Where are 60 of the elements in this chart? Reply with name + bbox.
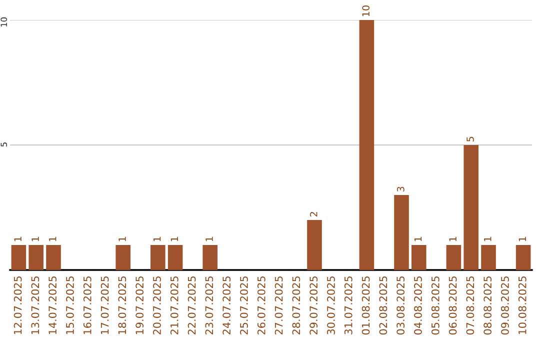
x-tick-label: 05.08.2025 — [431, 276, 440, 335]
data-label: 1 — [414, 236, 422, 242]
x-tick-label: 04.08.2025 — [414, 276, 422, 335]
bar — [307, 220, 322, 270]
x-tick-label: 21.07.2025 — [170, 276, 178, 334]
bar — [394, 195, 409, 270]
x-tick-label: 26.07.2025 — [257, 276, 266, 334]
x-tick-label: 07.08.2025 — [466, 276, 474, 335]
data-label: 10 — [362, 5, 370, 16]
x-tick-label: 31.07.2025 — [344, 276, 352, 334]
x-tick-label: 02.08.2025 — [379, 276, 388, 335]
x-tick-label: 29.07.2025 — [310, 276, 318, 334]
x-tick-label: 20.07.2025 — [153, 276, 161, 334]
x-tick-label: 30.07.2025 — [327, 276, 335, 334]
data-label: 5 — [466, 136, 474, 142]
bar — [28, 245, 44, 270]
bar — [412, 245, 426, 270]
bar — [446, 245, 462, 270]
bar — [168, 245, 183, 270]
bar — [359, 20, 374, 270]
x-tick-label: 19.07.2025 — [136, 276, 144, 334]
data-label: 1 — [484, 236, 492, 242]
data-label: 1 — [449, 236, 456, 242]
bar — [202, 245, 218, 270]
data-label: 1 — [118, 236, 126, 242]
data-label: 3 — [396, 186, 404, 192]
bar — [516, 245, 531, 270]
x-tick-label: 25.07.2025 — [240, 276, 248, 334]
data-label: 1 — [153, 236, 161, 242]
x-tick-label: 13.07.2025 — [31, 276, 40, 334]
x-tick-label: 18.07.2025 — [118, 276, 126, 334]
bar — [150, 245, 166, 270]
data-label: 1 — [14, 236, 22, 242]
x-tick-label: 23.07.2025 — [205, 276, 214, 334]
data-label: 1 — [206, 236, 213, 242]
x-tick-label: 01.08.2025 — [362, 276, 370, 335]
x-tick-label: 08.08.2025 — [484, 276, 492, 335]
bar — [11, 245, 26, 270]
x-tick-label: 03.08.2025 — [396, 276, 405, 335]
x-tick-label: 24.07.2025 — [222, 276, 231, 334]
x-tick-label: 22.07.2025 — [188, 276, 196, 334]
x-tick-label: 16.07.2025 — [83, 276, 92, 334]
bar — [464, 145, 478, 270]
data-label: 2 — [310, 212, 318, 217]
data-label: 1 — [518, 236, 526, 242]
x-tick-label: 10.08.2025 — [518, 276, 526, 334]
bar — [46, 245, 61, 270]
x-tick-label: 17.07.2025 — [100, 276, 109, 334]
bar — [481, 245, 496, 270]
x-tick-label: 12.07.2025 — [14, 276, 22, 334]
x-tick-label: 28.07.2025 — [292, 276, 300, 334]
x-tick-label: 14.07.2025 — [48, 276, 57, 334]
x-tick-label: 09.08.2025 — [501, 276, 509, 335]
bar — [116, 245, 130, 270]
data-label: 1 — [170, 236, 178, 242]
x-tick-label: 15.07.2025 — [66, 276, 74, 334]
data-label: 1 — [49, 236, 56, 242]
x-tick-label: 06.08.2025 — [448, 276, 457, 335]
data-label: 1 — [32, 236, 39, 242]
x-tick-label: 27.07.2025 — [274, 276, 283, 334]
